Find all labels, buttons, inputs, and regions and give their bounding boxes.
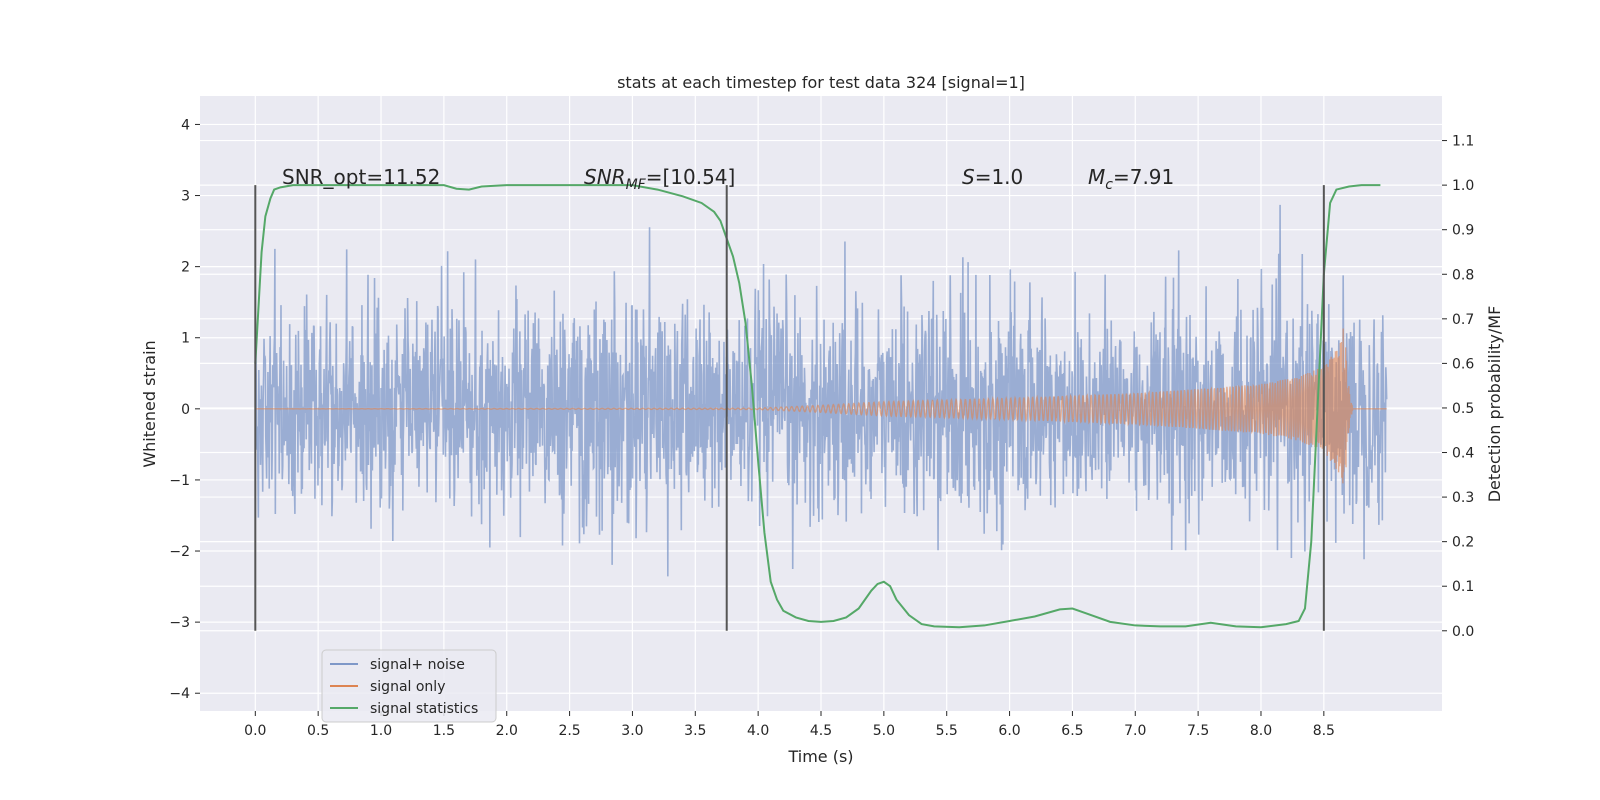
x-tick-label-8: 4.0 [747,723,769,739]
y2-tick-label-3: 0.8 [1452,267,1474,283]
x-axis-label: Time (s) [787,747,853,766]
y2-tick-label-11: 0.0 [1452,624,1474,640]
x-tick-label-6: 3.0 [621,723,643,739]
x-axis-ticks: 0.0 0.5 1.0 1.5 2.0 2.5 3.0 3.5 4.0 4.5 5.0 5.5 6.0 6… [244,711,1335,739]
y-tick-label-8: −4 [169,686,190,702]
x-tick-label-2: 1.0 [370,723,392,739]
vertical-markers [254,185,1325,631]
legend-entry-signal-statistics: signal statistics [370,701,478,717]
x-tick-label-16: 8.0 [1250,723,1272,739]
y-tick-label-0: 4 [181,117,190,133]
x-tick-label-11: 5.5 [936,723,958,739]
y2-tick-label-8: 0.3 [1452,490,1474,506]
y2-tick-label-5: 0.6 [1452,356,1474,372]
annotation-snr-mf-subscript: MF [626,177,647,193]
x-tick-label-4: 2.0 [496,723,518,739]
series-layer [254,184,1388,629]
y2-tick-label-0: 1.1 [1452,134,1474,150]
y2-tick-label-9: 0.2 [1452,535,1474,551]
annotation-snr-mf-symbol: SNR [584,165,626,189]
y-axis-label: Whitened strain [140,340,159,467]
x-tick-label-10: 5.0 [873,723,895,739]
annotation-s-symbol: S [962,165,975,189]
series-signal-only-line [255,328,1387,484]
annotation-mc-subscript: c [1105,177,1113,193]
y2-tick-label-6: 0.5 [1452,401,1474,417]
legend-entry-signal-only: signal only [370,679,445,695]
y2-tick-label-1: 1.0 [1452,178,1474,194]
series-signal-noise-line [254,204,1388,577]
y-tick-label-1: 3 [181,189,190,205]
y2-tick-label-10: 0.1 [1452,579,1474,595]
y2-tick-label-4: 0.7 [1452,312,1474,328]
x-tick-label-3: 1.5 [433,723,455,739]
x-tick-label-7: 3.5 [684,723,706,739]
x-tick-label-12: 6.0 [998,723,1020,739]
y-tick-label-3: 1 [181,331,190,347]
y-tick-label-4: 0 [181,402,190,418]
y-tick-label-5: −1 [169,473,190,489]
series-signal-statistics-line [254,184,1381,629]
legend-box [321,649,497,723]
y2-axis-ticks: 1.1 1.0 0.9 0.8 0.7 0.6 0.5 0.4 0.3 0.2 0.1 0.0 [1442,134,1474,640]
y2-tick-label-7: 0.4 [1452,446,1474,462]
y-tick-label-7: −3 [169,615,190,631]
y2-axis-label: Detection probability/MF [1485,306,1504,503]
x-tick-label-1: 0.5 [307,723,329,739]
legend: signal+ noise signal only signal statist… [321,649,497,723]
y2-tick-label-2: 0.9 [1452,223,1474,239]
x-tick-label-17: 8.5 [1313,723,1335,739]
legend-entry-signal-noise: signal+ noise [370,657,465,673]
y-tick-label-2: 2 [181,260,190,276]
x-tick-label-5: 2.5 [558,723,580,739]
annotation-snr-mf: SNRMF=[10.54] [584,165,735,193]
annotation-mc-symbol: M [1088,165,1105,189]
y-tick-label-6: −2 [169,544,190,560]
x-tick-label-15: 7.5 [1187,723,1209,739]
annotation-s: S=1.0 [962,165,1023,189]
y-axis-ticks: 4 3 2 1 0 −1 −2 −3 −4 [169,117,200,702]
annotation-mc: Mc=7.91 [1088,165,1174,193]
annotation-snr-mf-value: =[10.54] [646,165,736,189]
x-tick-label-0: 0.0 [244,723,266,739]
annotation-snr-opt: SNR_opt=11.52 [282,165,440,189]
chart-title: stats at each timestep for test data 324… [617,73,1025,92]
x-tick-label-14: 7.0 [1124,723,1146,739]
annotation-mc-value: =7.91 [1113,165,1174,189]
x-tick-label-9: 4.5 [810,723,832,739]
x-tick-label-13: 6.5 [1061,723,1083,739]
annotation-s-value: =1.0 [975,165,1024,189]
